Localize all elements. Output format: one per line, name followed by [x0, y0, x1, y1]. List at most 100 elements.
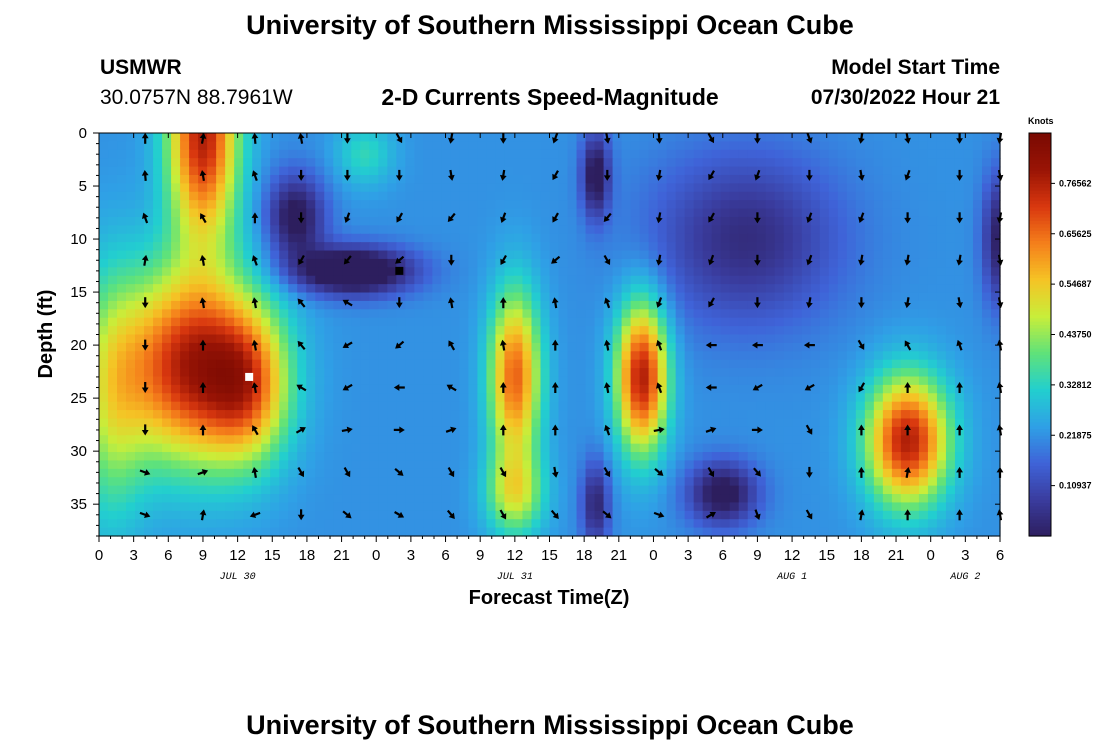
heatmap-cell — [567, 435, 578, 445]
heatmap-cell — [441, 225, 451, 235]
heatmap-cell — [351, 158, 361, 168]
heatmap-cell — [495, 158, 506, 168]
heatmap-cell — [549, 250, 560, 260]
heatmap-cell — [963, 216, 974, 226]
heatmap-cell — [207, 418, 217, 428]
heatmap-cell — [990, 502, 1001, 512]
heatmap-cell — [207, 527, 217, 537]
heatmap-cell — [684, 510, 695, 520]
heatmap-cell — [387, 309, 397, 319]
heatmap-cell — [468, 225, 479, 235]
heatmap-cell — [297, 418, 307, 428]
heatmap-cell — [171, 174, 181, 184]
heatmap-cell — [981, 460, 992, 470]
heatmap-cell — [369, 225, 379, 235]
heatmap-cell — [477, 527, 488, 537]
heatmap-cell — [990, 368, 1001, 378]
heatmap-cell — [342, 485, 352, 495]
heatmap-cell — [585, 376, 596, 386]
heatmap-cell — [297, 410, 307, 420]
heatmap-cell — [486, 183, 497, 193]
heatmap-cell — [882, 334, 893, 344]
heatmap-cell — [738, 342, 749, 352]
heatmap-cell — [648, 519, 659, 529]
heatmap-cell — [414, 284, 424, 294]
heatmap-cell — [567, 250, 578, 260]
heatmap-cell — [603, 242, 614, 252]
heatmap-cell — [477, 452, 488, 462]
heatmap-cell — [783, 510, 794, 520]
heatmap-cell — [891, 183, 902, 193]
heatmap-cell — [927, 502, 938, 512]
heatmap-cell — [783, 225, 794, 235]
heatmap-cell — [612, 351, 623, 361]
heatmap-cell — [576, 284, 587, 294]
heatmap-cell — [135, 133, 145, 142]
heatmap-cell — [171, 384, 181, 394]
heatmap-cell — [738, 452, 749, 462]
heatmap-cell — [558, 200, 569, 210]
heatmap-cell — [756, 368, 767, 378]
heatmap-cell — [639, 141, 650, 151]
heatmap-cell — [774, 384, 785, 394]
arrow-head — [551, 257, 558, 264]
heatmap-cell — [567, 284, 578, 294]
heatmap-cell — [504, 191, 515, 201]
heatmap-cell — [513, 519, 524, 529]
heatmap-cell — [819, 410, 830, 420]
heatmap-cell — [882, 368, 893, 378]
heatmap-cell — [234, 292, 244, 302]
heatmap-cell — [783, 384, 794, 394]
heatmap-cell — [513, 393, 524, 403]
heatmap-cell — [936, 527, 947, 537]
heatmap-cell — [783, 166, 794, 176]
heatmap-cell — [270, 368, 280, 378]
heatmap-cell — [513, 191, 524, 201]
heatmap-cell — [396, 158, 406, 168]
heatmap-cell — [450, 166, 460, 176]
heatmap-cell — [927, 401, 938, 411]
heatmap-cell — [459, 410, 470, 420]
heatmap-cell — [360, 426, 370, 436]
heatmap-cell — [315, 401, 325, 411]
heatmap-cell — [774, 141, 785, 151]
heatmap-cell — [468, 519, 479, 529]
heatmap-cell — [477, 166, 488, 176]
heatmap-cell — [945, 460, 956, 470]
heatmap-cell — [819, 275, 830, 285]
heatmap-cell — [468, 477, 479, 487]
heatmap-cell — [684, 527, 695, 537]
heatmap-cell — [171, 443, 181, 453]
heatmap-cell — [783, 477, 794, 487]
heatmap-cell — [486, 191, 497, 201]
heatmap-cell — [315, 149, 325, 159]
heatmap-cell — [963, 426, 974, 436]
heatmap-cell — [648, 292, 659, 302]
heatmap-cell — [315, 435, 325, 445]
heatmap-cell — [369, 460, 379, 470]
heatmap-cell — [378, 292, 388, 302]
heatmap-cell — [369, 502, 379, 512]
heatmap-cell — [216, 149, 226, 159]
heatmap-cell — [180, 158, 190, 168]
heatmap-cell — [126, 258, 136, 268]
heatmap-cell — [180, 275, 190, 285]
heatmap-cell — [549, 519, 560, 529]
heatmap-cell — [711, 317, 722, 327]
heatmap-cell — [693, 485, 704, 495]
heatmap-cell — [387, 216, 397, 226]
heatmap-cell — [99, 242, 109, 252]
heatmap-cell — [504, 317, 515, 327]
heatmap-cell — [144, 275, 154, 285]
heatmap-cell — [909, 519, 920, 529]
heatmap-cell — [369, 216, 379, 226]
heatmap-cell — [495, 317, 506, 327]
heatmap-cell — [783, 141, 794, 151]
heatmap-cell — [621, 510, 632, 520]
heatmap-cell — [792, 485, 803, 495]
heatmap-cell — [927, 250, 938, 260]
heatmap-cell — [927, 326, 938, 336]
heatmap-cell — [108, 326, 118, 336]
heatmap-cell — [657, 242, 668, 252]
heatmap-cell — [549, 401, 560, 411]
